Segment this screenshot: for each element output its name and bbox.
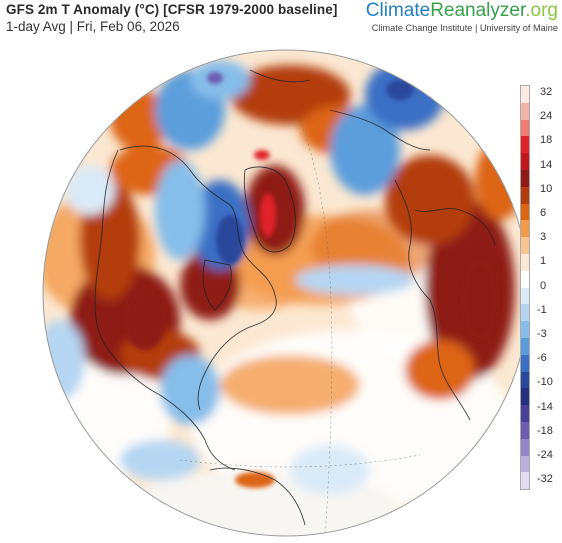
colorbar-segment bbox=[521, 321, 529, 338]
map-subtitle: 1-day Avg | Fri, Feb 06, 2026 bbox=[6, 19, 180, 34]
colorbar-label: -24 bbox=[537, 449, 553, 461]
colorbar-segment bbox=[521, 388, 529, 406]
map-title: GFS 2m T Anomaly (°C) [CFSR 1979-2000 ba… bbox=[6, 2, 338, 17]
colorbar-segment bbox=[521, 220, 529, 238]
colorbar-segment bbox=[521, 472, 529, 490]
colorbar bbox=[520, 85, 530, 490]
colorbar-segment bbox=[521, 405, 529, 422]
colorbar-label: 3 bbox=[540, 231, 547, 244]
colorbar-segment bbox=[521, 287, 529, 305]
colorbar-label: -14 bbox=[537, 400, 553, 413]
colorbar-segment bbox=[521, 102, 529, 120]
colorbar-segment bbox=[521, 153, 529, 170]
colorbar-label: -18 bbox=[537, 424, 553, 437]
colorbar-segment bbox=[521, 136, 529, 154]
colorbar-label: -6 bbox=[537, 352, 547, 365]
colorbar-segment bbox=[521, 237, 529, 254]
colorbar-label: -3 bbox=[537, 328, 547, 340]
colorbar-label: 18 bbox=[540, 134, 553, 147]
colorbar-label: 10 bbox=[540, 182, 553, 195]
colorbar-segment bbox=[521, 253, 529, 271]
colorbar-label: 6 bbox=[540, 207, 547, 219]
colorbar-segment bbox=[521, 169, 529, 187]
colorbar-segment bbox=[521, 270, 529, 288]
colorbar-segment bbox=[521, 337, 529, 355]
colorbar-segment bbox=[521, 119, 529, 137]
colorbar-gradient bbox=[521, 86, 529, 490]
colorbar-segment bbox=[521, 371, 529, 389]
colorbar-segment bbox=[521, 354, 529, 372]
brand-logo[interactable]: ClimateReanalyzer.org bbox=[366, 0, 558, 22]
colorbar-segment bbox=[521, 421, 529, 439]
colorbar-segment bbox=[521, 455, 529, 473]
colorbar-label: -32 bbox=[537, 473, 553, 486]
colorbar-segment bbox=[521, 438, 529, 456]
anomaly-field bbox=[43, 50, 529, 536]
colorbar-segment bbox=[521, 203, 529, 221]
colorbar-label: 0 bbox=[540, 279, 547, 292]
colorbar-label: 14 bbox=[540, 158, 553, 171]
colorbar-label: -1 bbox=[537, 303, 547, 316]
brand-affiliation: Climate Change Institute | University of… bbox=[371, 23, 558, 33]
brand-name-part1: Climate bbox=[365, 0, 431, 21]
colorbar-label: 1 bbox=[540, 255, 547, 268]
colorbar-segment bbox=[521, 304, 529, 322]
colorbar-label: -10 bbox=[537, 376, 553, 389]
brand-name-part2: Reanalyzer bbox=[430, 0, 526, 21]
colorbar-label: 24 bbox=[540, 110, 553, 123]
colorbar-segment bbox=[521, 86, 529, 103]
colorbar-label: 32 bbox=[540, 86, 553, 98]
colorbar-segment bbox=[521, 186, 529, 204]
brand-name-part3: .org bbox=[525, 0, 558, 21]
